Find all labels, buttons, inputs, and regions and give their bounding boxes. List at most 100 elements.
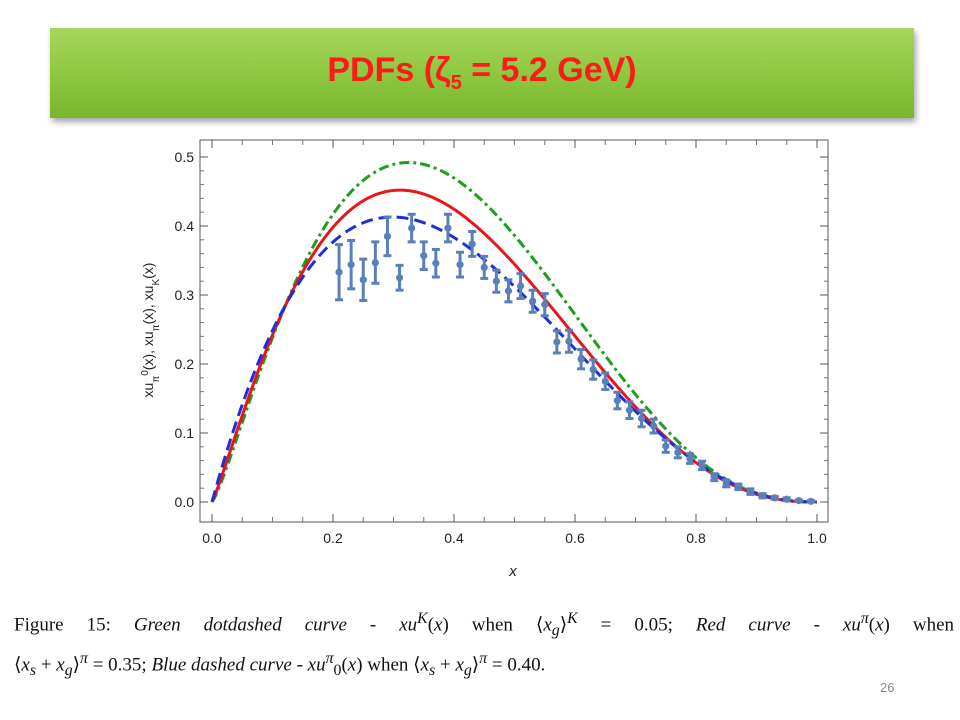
data-point (540, 292, 549, 318)
x-tick-label: 0.2 (323, 530, 343, 546)
curve-dotdash (210, 161, 817, 504)
caption-text: π (325, 650, 334, 668)
caption-text: = 0.40. (487, 654, 546, 676)
point-marker (625, 406, 634, 414)
point-marker (492, 277, 500, 285)
data-point (552, 329, 561, 355)
data-point (443, 212, 452, 244)
point-marker (662, 442, 670, 450)
y-tick-label: 0.2 (175, 356, 195, 372)
caption-text: - (346, 614, 400, 636)
point-marker (674, 448, 682, 456)
plot-frame (199, 139, 829, 523)
point-marker (347, 261, 355, 269)
point-marker (553, 338, 561, 346)
data-point (698, 459, 707, 472)
point-marker (504, 287, 513, 295)
caption-text: x (56, 654, 65, 676)
caption-text: s (29, 662, 37, 680)
caption-text: + (435, 654, 456, 676)
data-point (407, 212, 416, 244)
data-point (589, 358, 598, 381)
caption-text: ⟩ (72, 654, 81, 676)
caption-text: x (543, 614, 552, 636)
point-marker (613, 396, 621, 405)
y-tick-label: 0.5 (175, 149, 195, 165)
caption-text: ⟩ (471, 654, 480, 676)
slide-title-subscript: 5 (450, 71, 462, 94)
point-marker (565, 337, 573, 345)
caption-text: xu (307, 654, 326, 676)
point-marker (795, 497, 803, 505)
caption-text: ⟩ (559, 614, 568, 636)
data-point (710, 472, 719, 483)
caption-text: - (291, 654, 308, 676)
data-point (673, 445, 682, 460)
caption-text: x (455, 654, 464, 676)
caption-text: π (479, 650, 488, 668)
point-marker (456, 261, 464, 269)
caption-text: s (429, 662, 436, 680)
data-point (649, 417, 658, 435)
data-point (637, 408, 646, 429)
caption-text: π (860, 610, 869, 627)
axis-ticks: 0.0 0.2 0.4 0.6 0.8 1.0 0.0 0.1 0.2 0.3 0.4 0.5 (175, 140, 828, 546)
data-point (625, 400, 634, 421)
point-marker (529, 297, 537, 305)
caption-text: K (417, 610, 428, 627)
caption-text: Red curve (695, 614, 791, 636)
data-point (395, 263, 404, 292)
caption-text: = 0.05; (577, 614, 696, 636)
data-point (758, 492, 767, 500)
point-marker (516, 282, 525, 290)
point-marker (650, 422, 658, 430)
caption-text: ) when (883, 614, 955, 636)
data-point (480, 254, 489, 280)
caption-text: x (434, 614, 443, 636)
caption-text: ( (427, 614, 435, 636)
data-point (528, 288, 537, 314)
point-marker (589, 365, 597, 374)
data-point (371, 240, 380, 285)
data-points (335, 212, 815, 505)
point-marker (577, 355, 585, 363)
data-point (661, 438, 670, 454)
caption-text: g (64, 662, 73, 680)
caption-text: + (36, 654, 57, 676)
point-marker (359, 276, 367, 284)
caption-text: x (420, 654, 430, 676)
caption-text: = 0.35; (87, 654, 152, 676)
point-marker (746, 488, 755, 496)
data-point (770, 494, 779, 502)
title-banner: PDFs (ζ5 = 5.2 GeV) (50, 28, 914, 118)
x-axis-label: x (508, 563, 517, 580)
caption-text: π (80, 650, 88, 668)
x-tick-label: 0.4 (444, 530, 464, 546)
point-marker (686, 454, 694, 463)
caption-text: K (567, 610, 578, 627)
point-marker (783, 495, 791, 503)
point-marker (698, 461, 706, 470)
x-tick-label: 0.0 (202, 530, 222, 546)
point-marker (710, 473, 718, 481)
point-marker (395, 274, 404, 282)
slide-title-rest: = 5.2 GeV) (461, 51, 637, 90)
point-marker (637, 414, 646, 423)
point-marker (480, 263, 488, 271)
caption-text: x (21, 654, 30, 676)
x-tick-label: 0.8 (686, 530, 706, 546)
point-marker (601, 377, 609, 385)
point-marker (807, 497, 815, 505)
point-marker (371, 258, 379, 267)
data-point (468, 230, 477, 258)
point-marker (541, 301, 549, 309)
caption-text: 0 (333, 662, 342, 680)
data-point (782, 495, 791, 503)
point-marker (722, 479, 730, 487)
caption-line-1: Figure 15: Green dotdashed curve - xuK(x… (14, 605, 954, 645)
caption-text: Green dotdashed curve (133, 614, 347, 636)
point-marker (408, 224, 416, 232)
point-marker (771, 494, 779, 502)
y-tick-label: 0.3 (175, 287, 195, 303)
caption-text: Blue dashed curve (151, 654, 292, 676)
